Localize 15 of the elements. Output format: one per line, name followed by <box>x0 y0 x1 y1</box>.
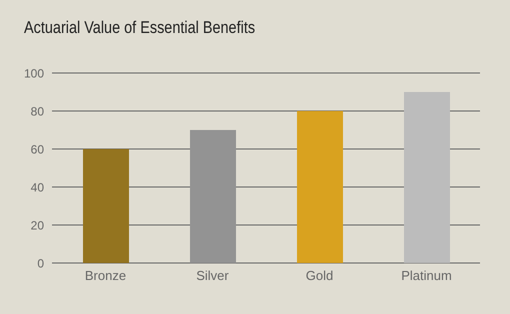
x-tick-label: Platinum <box>401 268 452 284</box>
bar <box>297 111 343 263</box>
bar <box>83 149 129 263</box>
chart-title: Actuarial Value of Essential Benefits <box>24 18 256 38</box>
x-tick-label: Gold <box>306 268 334 284</box>
y-tick-label: 80 <box>30 104 44 118</box>
bar <box>404 92 450 263</box>
y-tick-label: 40 <box>30 180 44 194</box>
y-tick-label: 20 <box>30 218 44 232</box>
y-tick-label: 100 <box>24 66 44 80</box>
y-tick-label: 60 <box>30 142 44 156</box>
x-tick-label: Bronze <box>84 268 126 284</box>
bar <box>190 130 236 263</box>
y-tick-label: 0 <box>37 256 44 270</box>
x-tick-label: Silver <box>196 268 230 284</box>
